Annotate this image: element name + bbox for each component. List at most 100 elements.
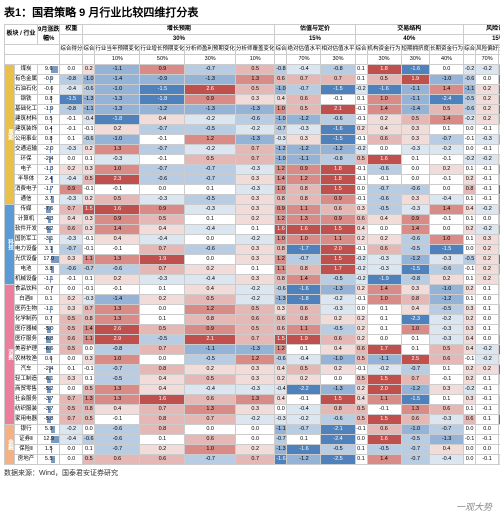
score-cell: -0.1	[60, 275, 83, 285]
score-cell: -0.8	[60, 105, 83, 115]
score-cell: 1.3	[287, 215, 321, 225]
score-cell: -0.5	[321, 445, 355, 455]
score-cell: 0.4	[401, 305, 430, 315]
score-cell: -1.3	[235, 135, 275, 145]
table-row: 商贸零售-5.20.00.51.30.4-0.4-0.3-0.4-2.2-1.3…	[5, 385, 500, 395]
change-bar: -6.6	[38, 345, 60, 355]
score-cell: -0.6	[83, 435, 95, 445]
change-bar: 12.9	[38, 435, 60, 445]
score-cell: -0.8	[321, 155, 355, 165]
score-cell: 0.0	[60, 355, 83, 365]
score-cell: 0.0	[367, 335, 401, 345]
score-cell: -0.6	[367, 165, 401, 175]
score-cell: -0.7	[185, 65, 236, 75]
col-header: 综合	[355, 45, 367, 55]
score-cell: 0.3	[235, 365, 275, 375]
score-cell: -0.3	[401, 145, 430, 155]
score-cell: 0.3	[235, 375, 275, 385]
score-cell: -1.5	[401, 265, 430, 275]
score-cell: -0.2	[464, 385, 476, 395]
score-cell: 0.1	[367, 325, 401, 335]
score-cell: 0.3	[235, 405, 275, 415]
table-row: 医疗服务-6.80.61.12.9-0.52.10.71.51.90.60.20…	[5, 335, 500, 345]
score-cell: -0.5	[185, 355, 236, 365]
score-cell: 0.2	[464, 315, 476, 325]
score-cell: -1.0	[83, 75, 95, 85]
score-cell: 0.5	[355, 355, 367, 365]
score-cell: 1.5	[83, 205, 95, 215]
score-cell: -0.4	[185, 225, 236, 235]
change-bar: -0.7	[38, 285, 60, 295]
score-cell: 0.4	[464, 205, 476, 215]
score-cell: -1.3	[275, 295, 287, 305]
score-cell: 0.0	[235, 435, 275, 445]
score-cell: -0.4	[60, 435, 83, 445]
score-cell: -1.5	[60, 95, 83, 105]
score-cell: -1.0	[275, 85, 287, 95]
score-cell: 2.6	[95, 325, 140, 335]
score-cell: -0.1	[464, 135, 476, 145]
score-cell: -1.4	[401, 105, 430, 115]
score-cell: 0.4	[140, 385, 185, 395]
score-cell: -0.7	[287, 425, 321, 435]
col-subheader	[275, 55, 287, 65]
score-cell: 0.2	[83, 145, 95, 155]
score-cell: 0.2	[95, 125, 140, 135]
score-cell: -0.2	[476, 155, 499, 165]
score-cell: -0.4	[83, 115, 95, 125]
table-row: 基础化工-1.9-0.8-1.1-1.3-1.2-1.3-1.31.00.52.…	[5, 105, 500, 115]
score-cell: -0.3	[235, 185, 275, 195]
score-cell: 0.4	[60, 215, 83, 225]
score-cell: 0.0	[355, 185, 367, 195]
col-header: 短期拥挤度	[401, 45, 430, 55]
score-cell: 1.6	[287, 225, 321, 235]
score-cell: 0.2	[83, 195, 95, 205]
score-cell: 0.5	[83, 385, 95, 395]
score-cell: 0.6	[367, 135, 401, 145]
score-cell: -0.2	[367, 365, 401, 375]
score-cell: 0.2	[185, 365, 236, 375]
score-cell: -0.4	[430, 455, 464, 465]
score-cell: -0.3	[287, 125, 321, 135]
score-cell: -0.1	[430, 215, 464, 225]
score-cell: 0.8	[321, 405, 355, 415]
score-cell: -1.5	[401, 395, 430, 405]
change-bar: -3.1	[38, 235, 60, 245]
score-cell: 0.1	[367, 315, 401, 325]
score-cell: 1.3	[95, 255, 140, 265]
score-cell: 0.2	[60, 165, 83, 175]
col-header: 综合	[83, 45, 95, 55]
change-bar: -4.3	[38, 215, 60, 225]
score-cell: -1.4	[95, 295, 140, 305]
score-cell: -0.1	[367, 175, 401, 185]
score-cell: 1.6	[95, 205, 140, 215]
score-cell: 0.0	[464, 145, 476, 155]
table-row: 农林牧渔0.60.00.31.00.0-0.51.2-0.6-0.4-1.00.…	[5, 355, 500, 365]
score-cell: -0.7	[401, 455, 430, 465]
score-cell: 0.4	[95, 405, 140, 415]
score-cell: -0.3	[430, 415, 464, 425]
table-row: 科技传媒-7.60.71.51.60.9-0.30.30.91.10.60.3-…	[5, 205, 500, 215]
score-cell: -0.1	[476, 395, 499, 405]
industry-name: 公用事业	[15, 135, 38, 145]
score-cell: 1.3	[401, 405, 430, 415]
score-cell: -0.6	[185, 245, 236, 255]
score-cell: -0.7	[287, 255, 321, 265]
score-cell: 0.1	[140, 285, 185, 295]
score-cell: -1.8	[95, 115, 140, 125]
score-cell: -0.5	[95, 375, 140, 385]
score-cell: -0.7	[140, 165, 185, 175]
score-cell: 0.9	[287, 165, 321, 175]
score-cell: 1.4	[83, 325, 95, 335]
score-cell: 0.1	[464, 235, 476, 245]
score-cell: -0.1	[476, 125, 499, 135]
score-cell: 0.1	[60, 135, 83, 145]
table-row: 通信3.7-0.30.20.5-0.3-0.50.30.80.80.9-0.1-…	[5, 195, 500, 205]
change-bar: -1.3	[38, 165, 60, 175]
score-cell: -0.1	[60, 125, 83, 135]
score-table: 板块 / 行业9月涨跌幅%权重增长预期估值与定价交易结构风险认知 30%15%4…	[4, 24, 500, 465]
score-cell: 0.3	[401, 285, 430, 295]
score-cell: 0.7	[287, 75, 321, 85]
score-cell: -1.6	[287, 445, 321, 455]
sector-label: 金融	[5, 425, 15, 465]
